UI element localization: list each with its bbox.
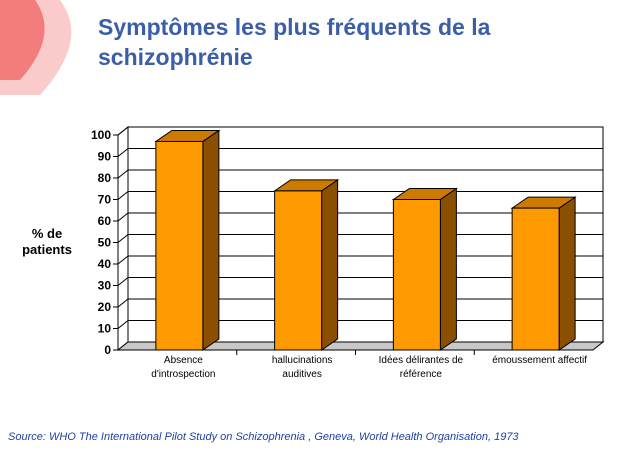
y-tick-label: 60 — [98, 214, 112, 228]
title-line-1: Symptômes les plus fréquents de la — [98, 14, 491, 40]
gridline-diagonal — [117, 298, 129, 308]
source-citation: Source: WHO The International Pilot Stud… — [8, 431, 519, 443]
y-tick-label: 0 — [104, 343, 111, 357]
y-tick-label: 20 — [98, 300, 112, 314]
bar — [511, 207, 560, 351]
y-axis-label-line-2: patients — [22, 242, 72, 257]
bar-side — [558, 196, 576, 351]
page-title: Symptômes les plus fréquents de la schiz… — [98, 12, 568, 72]
corner-decoration — [0, 0, 72, 95]
y-tick-label: 90 — [98, 150, 112, 164]
x-category-label: émoussement affectif — [492, 355, 587, 366]
bar — [155, 140, 204, 351]
gridline-diagonal — [117, 255, 129, 265]
y-tick-label: 80 — [98, 171, 112, 185]
y-tick-label: 100 — [91, 128, 111, 142]
y-axis-label-line-1: % de — [31, 226, 63, 241]
bar — [274, 190, 323, 351]
bar — [392, 199, 441, 351]
y-tick-label: 70 — [98, 193, 112, 207]
x-category-label: hallucinations — [272, 355, 333, 366]
title-line-2: schizophrénie — [98, 44, 253, 70]
bar-side — [202, 129, 220, 351]
x-category-label: d'introspection — [151, 369, 215, 380]
bar-side — [321, 178, 339, 351]
gridline-diagonal — [117, 277, 129, 286]
bar-side — [439, 187, 457, 351]
y-axis-label: % de patients — [12, 226, 82, 258]
gridline-diagonal — [117, 169, 129, 179]
x-category-label: Idées délirantes de — [379, 355, 464, 366]
gridline-diagonal — [117, 212, 129, 222]
gridline-diagonal — [117, 126, 129, 136]
gridline-diagonal — [117, 148, 129, 157]
y-tick-label: 30 — [98, 279, 112, 293]
gridline-diagonal — [117, 234, 129, 243]
gridline-diagonal — [117, 320, 129, 329]
x-category-label: référence — [400, 369, 443, 380]
y-tick-label: 10 — [98, 322, 112, 336]
y-tick-label: 40 — [98, 257, 112, 271]
x-category-label: Absence — [164, 355, 203, 366]
y-tick-label: 50 — [98, 236, 112, 250]
x-category-label: auditives — [282, 369, 321, 380]
gridline-diagonal — [117, 191, 129, 200]
